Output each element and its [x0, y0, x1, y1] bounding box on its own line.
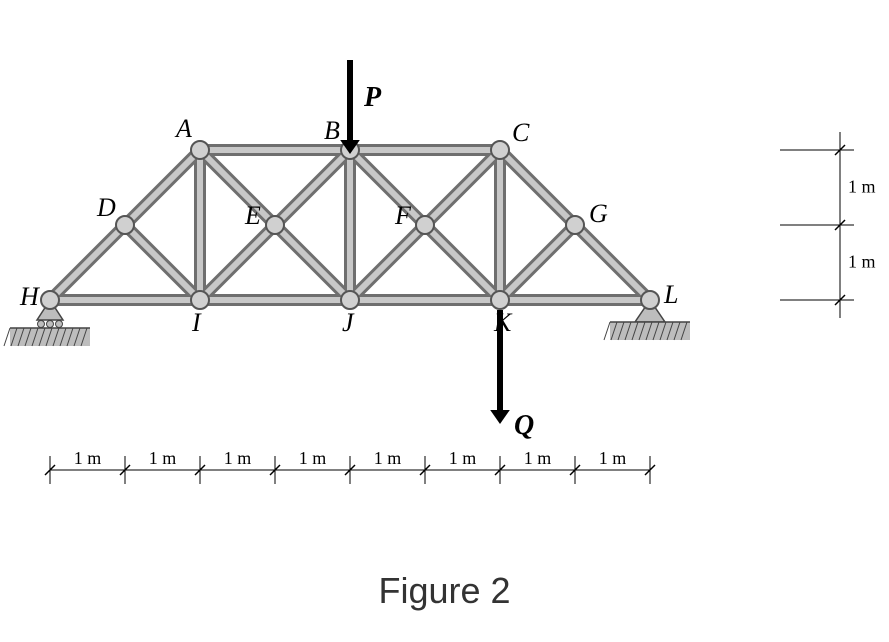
dim-label: 1 m — [599, 448, 627, 468]
joint-label-C: C — [512, 118, 529, 148]
figure-container: { "caption": "Figure 2", "caption_y": 57… — [0, 0, 889, 642]
joint-label-L: L — [664, 280, 678, 310]
joint-D — [116, 216, 134, 234]
ground-fill — [10, 328, 90, 346]
figure-caption: Figure 2 — [0, 570, 889, 612]
load-label-P: P — [364, 82, 381, 114]
load-arrowhead — [490, 410, 510, 424]
member-D-A — [125, 150, 200, 225]
joint-label-G: G — [589, 199, 608, 229]
joint-label-B: B — [324, 116, 340, 146]
member-B-F — [350, 150, 425, 225]
joint-F — [416, 216, 434, 234]
hatch — [4, 328, 10, 346]
member-F-K — [425, 225, 500, 300]
joint-A — [191, 141, 209, 159]
roller-wheel — [56, 321, 63, 328]
joint-E — [266, 216, 284, 234]
members — [50, 150, 650, 300]
joint-label-J: J — [342, 308, 354, 338]
dim-bottom: 1 m 1 m 1 m 1 m 1 m 1 m 1 m 1 m — [45, 448, 655, 484]
joint-C — [491, 141, 509, 159]
dim-label: 1 m — [224, 448, 252, 468]
dim-right: 1 m 1 m — [780, 132, 876, 318]
joint-J — [341, 291, 359, 309]
joint-K — [491, 291, 509, 309]
joint-label-F: F — [395, 201, 411, 231]
joint-I — [191, 291, 209, 309]
joint-label-D: D — [97, 193, 116, 223]
joint-label-K: K — [494, 308, 511, 338]
member-J-F — [350, 225, 425, 300]
truss-svg: 1 m 1 m 1 m 1 m 1 m 1 m 1 m 1 m 1 m 1 m — [0, 0, 889, 642]
hatch — [604, 322, 610, 340]
load-label-Q: Q — [514, 410, 534, 442]
member-A-E — [200, 150, 275, 225]
joint-H — [41, 291, 59, 309]
joint-label-I: I — [192, 308, 201, 338]
dim-label: 1 m — [848, 252, 876, 272]
dim-label: 1 m — [374, 448, 402, 468]
member-F-C — [425, 150, 500, 225]
joint-G — [566, 216, 584, 234]
member-K-G — [500, 225, 575, 300]
joint-L — [641, 291, 659, 309]
load-P — [340, 60, 360, 154]
roller-wheel — [47, 321, 54, 328]
ground-fill — [610, 322, 690, 340]
member-G-L — [575, 225, 650, 300]
joint-label-E: E — [245, 201, 261, 231]
member-D-I — [125, 225, 200, 300]
dim-label: 1 m — [149, 448, 177, 468]
member-E-J — [275, 225, 350, 300]
roller-wheel — [38, 321, 45, 328]
dim-label: 1 m — [449, 448, 477, 468]
dim-label: 1 m — [524, 448, 552, 468]
member-E-B — [275, 150, 350, 225]
dim-label: 1 m — [848, 177, 876, 197]
dim-label: 1 m — [299, 448, 327, 468]
member-I-E — [200, 225, 275, 300]
member-C-G — [500, 150, 575, 225]
member-H-D — [50, 225, 125, 300]
joint-label-A: A — [176, 114, 192, 144]
dim-label: 1 m — [74, 448, 102, 468]
joint-label-H: H — [20, 282, 39, 312]
